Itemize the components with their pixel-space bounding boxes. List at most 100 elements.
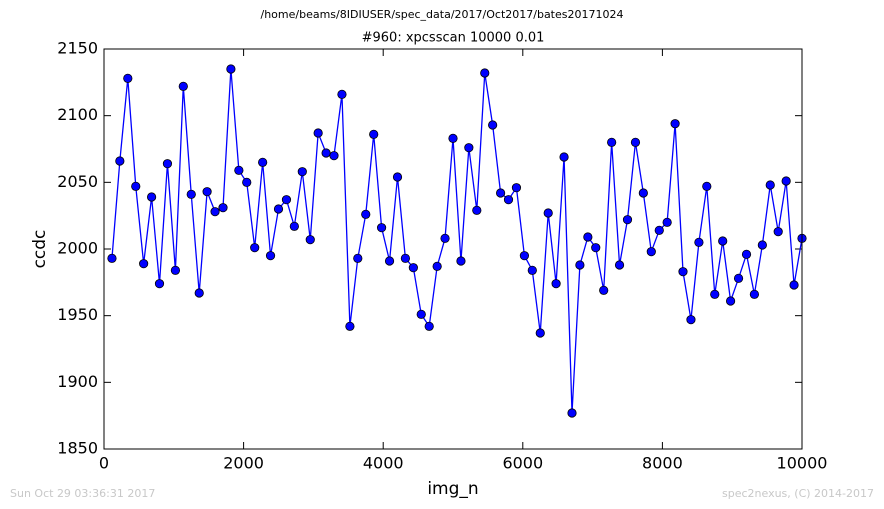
data-point [424, 321, 434, 331]
data-point [321, 148, 331, 158]
data-point [591, 243, 601, 253]
data-point [353, 253, 363, 263]
data-point [361, 209, 371, 219]
data-point [678, 267, 688, 277]
data-point [686, 315, 696, 325]
data-point [115, 156, 125, 166]
x-tick-label: 4000 [363, 454, 404, 473]
data-point [154, 279, 165, 289]
y-tick-label: 2100 [57, 105, 98, 124]
data-point [123, 73, 133, 83]
data-point [281, 195, 292, 205]
x-tick-label: 6000 [502, 454, 543, 473]
data-point [408, 263, 418, 273]
data-point [702, 181, 712, 191]
data-point [265, 251, 276, 261]
data-point [369, 129, 379, 139]
data-point [725, 296, 736, 306]
data-point [757, 240, 767, 250]
data-point [646, 247, 656, 257]
data-point [162, 159, 173, 169]
data-point [765, 180, 775, 190]
suptitle: /home/beams/8IDIUSER/spec_data/2017/Oct2… [261, 8, 624, 21]
x-tick-label: 10000 [777, 454, 828, 473]
data-point [107, 253, 117, 263]
data-point [297, 167, 307, 177]
data-point [559, 152, 569, 162]
data-point [305, 235, 315, 245]
data-point [551, 279, 561, 289]
series-line [111, 68, 803, 414]
data-point [456, 256, 466, 266]
data-point [662, 217, 672, 227]
data-point [242, 177, 252, 187]
y-tick-label: 2000 [57, 239, 98, 258]
data-point [210, 207, 220, 217]
data-point [614, 260, 625, 270]
chart-title: #960: xpcsscan 10000 0.01 [362, 31, 545, 46]
data-point [202, 187, 212, 197]
data-point [329, 151, 339, 161]
data-point [480, 68, 490, 78]
data-point [670, 119, 680, 129]
data-point [218, 203, 228, 213]
data-point [194, 288, 204, 298]
y-tick-label: 1850 [57, 439, 98, 458]
data-point [400, 253, 410, 263]
data-point [384, 256, 395, 266]
y-tick-label: 1950 [57, 305, 98, 324]
data-point [178, 81, 188, 91]
data-point [234, 165, 244, 175]
data-point [392, 172, 403, 182]
y-tick-label: 1900 [57, 372, 98, 391]
data-point [773, 227, 783, 237]
data-point [511, 183, 522, 193]
y-tick-label: 2050 [57, 172, 98, 191]
data-point [131, 181, 141, 191]
data-point [416, 309, 426, 319]
x-tick-label: 2000 [223, 454, 264, 473]
data-point [289, 221, 299, 231]
data-point [694, 237, 704, 247]
data-point [258, 157, 268, 167]
data-point [464, 143, 474, 153]
data-point [147, 192, 157, 202]
data-point [583, 232, 593, 242]
data-point [622, 215, 633, 225]
footer-right: spec2nexus, (C) 2014-2017 [722, 487, 874, 500]
data-point [273, 204, 284, 214]
data-point [448, 133, 458, 143]
y-axis-label: ccdc [30, 230, 50, 269]
data-point [432, 261, 442, 271]
data-point [186, 189, 196, 199]
data-point [139, 259, 149, 269]
data-point [630, 137, 641, 147]
data-point [741, 249, 752, 259]
data-point [472, 205, 482, 215]
data-point [519, 251, 530, 261]
data-point [527, 265, 537, 275]
data-point [749, 289, 759, 299]
x-axis-label: img_n [427, 479, 478, 499]
data-point [535, 328, 545, 338]
data-point [503, 195, 514, 205]
plot-frame [103, 48, 803, 450]
data-point [567, 408, 577, 418]
data-point [789, 280, 799, 290]
data-point [376, 223, 387, 233]
footer-left: Sun Oct 29 03:36:31 2017 [10, 487, 155, 500]
data-point [496, 188, 506, 198]
data-point [781, 176, 791, 186]
data-point [575, 260, 585, 270]
data-point [170, 265, 181, 275]
data-point [607, 137, 617, 147]
data-point [543, 208, 553, 218]
data-point [250, 243, 260, 253]
y-tick-label: 2150 [57, 39, 98, 58]
data-point [710, 289, 720, 299]
data-point [345, 321, 355, 331]
data-point [440, 233, 450, 243]
data-point [654, 225, 664, 235]
